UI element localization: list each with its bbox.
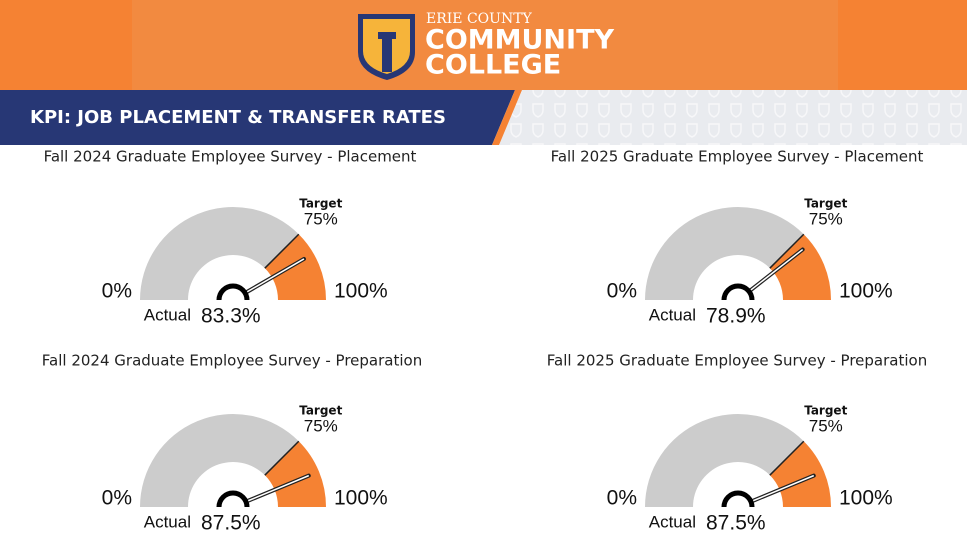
- target-name: Target: [804, 404, 847, 418]
- target-label: 75%: [809, 417, 843, 436]
- target-line: [769, 233, 805, 269]
- target-line: [264, 440, 300, 476]
- gauge-tick-label: 0%: [102, 280, 132, 303]
- gauge-target-zone: [264, 441, 326, 507]
- value-label: 78.9%: [706, 305, 766, 328]
- gauge-title: Fall 2024 Graduate Employee Survey - Pla…: [44, 148, 417, 166]
- target-label: 75%: [304, 417, 338, 436]
- value-name: Actual: [649, 305, 696, 324]
- banner-title: KPI: JOB PLACEMENT & TRANSFER RATES: [30, 107, 446, 128]
- gauge-hub: [216, 490, 250, 508]
- gauge-target-zone: [264, 234, 326, 300]
- gauge-tick-label: 0%: [607, 280, 637, 303]
- gauge-hub: [721, 283, 755, 301]
- target-name: Target: [299, 197, 342, 211]
- needle: [750, 248, 804, 291]
- needle: [246, 258, 305, 293]
- gauge-band: [140, 413, 299, 507]
- target-line: [264, 233, 300, 269]
- gauge-tick-label: 100%: [334, 280, 388, 303]
- target-label: 75%: [304, 210, 338, 229]
- value-label: 87.5%: [706, 512, 766, 535]
- gauge-band: [645, 414, 804, 507]
- gauge-band: [645, 207, 804, 300]
- value-label: 83.3%: [201, 305, 261, 328]
- banner-stripe: [492, 90, 522, 145]
- gauge-title: Fall 2024 Graduate Employee Survey - Pre…: [42, 352, 422, 370]
- gauge-title: Fall 2025 Graduate Employee Survey - Pre…: [547, 352, 927, 370]
- gauge-tick-label: 100%: [839, 487, 893, 510]
- logo-line2: COMMUNITY: [425, 25, 614, 56]
- target-name: Target: [804, 197, 847, 211]
- gauge-tick-label: 100%: [839, 280, 893, 303]
- needle: [247, 474, 310, 502]
- value-name: Actual: [144, 512, 191, 531]
- gauge-target-zone: [769, 234, 831, 300]
- needle: [752, 474, 815, 502]
- target-label: 75%: [809, 210, 843, 229]
- value-label: 87.5%: [201, 512, 261, 535]
- gauge-tick-label: 0%: [102, 487, 132, 510]
- value-name: Actual: [649, 512, 696, 531]
- logo-line1: ERIE COUNTY: [426, 11, 533, 27]
- logo-line3: COLLEGE: [425, 50, 561, 81]
- banner: [0, 90, 515, 145]
- gauge-tick-label: 100%: [334, 487, 388, 510]
- logo: [358, 14, 415, 80]
- target-name: Target: [299, 404, 342, 418]
- value-name: Actual: [144, 305, 191, 324]
- gauge-hub: [721, 490, 755, 508]
- gauge-target-zone: [769, 441, 831, 507]
- gauge-hub: [216, 283, 250, 301]
- gauge-band: [140, 206, 299, 300]
- gauge-tick-label: 0%: [607, 487, 637, 510]
- target-line: [769, 440, 805, 476]
- gauge-title: Fall 2025 Graduate Employee Survey - Pla…: [551, 148, 924, 166]
- header-center: [132, 0, 838, 90]
